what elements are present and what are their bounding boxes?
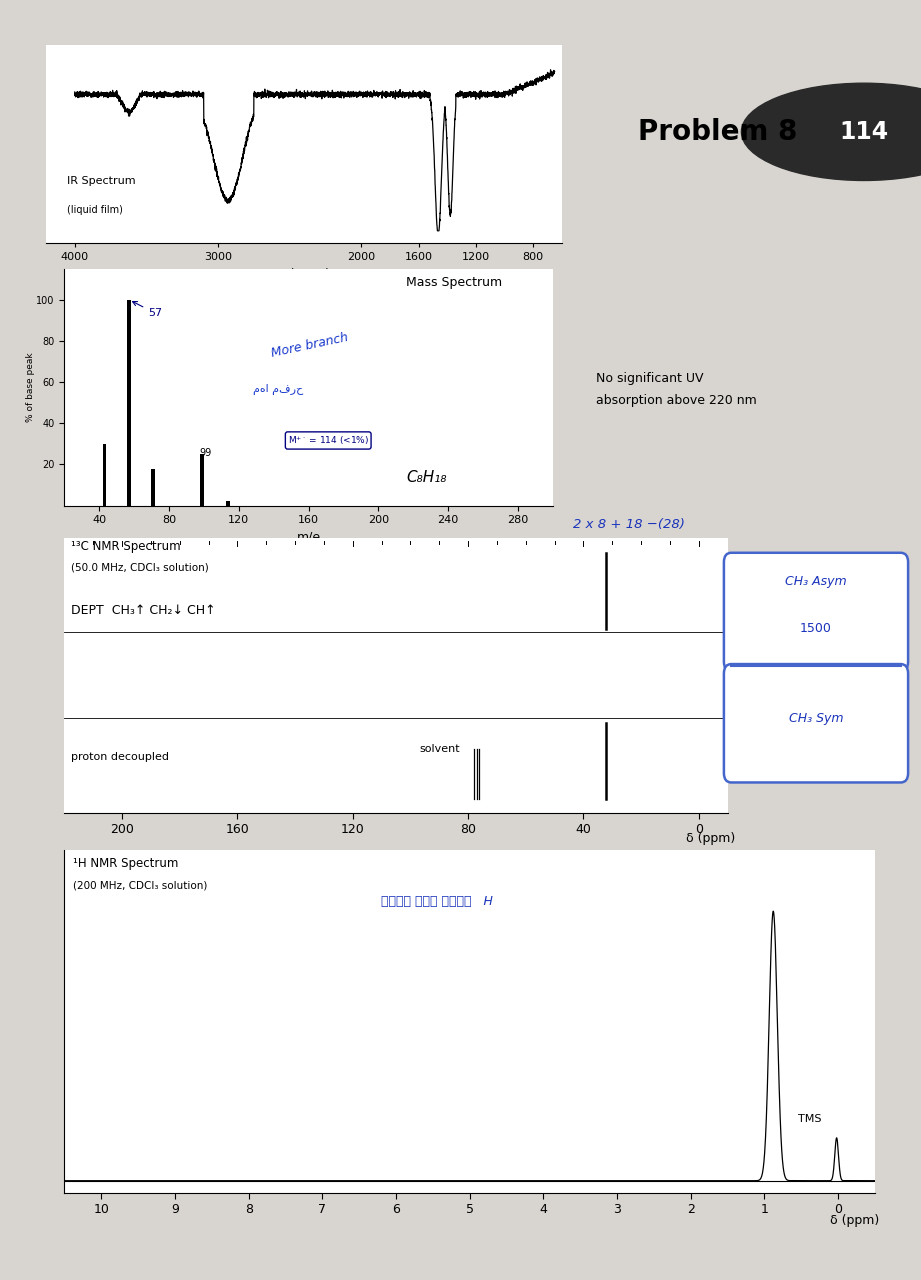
X-axis label: δ (ppm): δ (ppm): [830, 1213, 880, 1226]
Text: 16 + ² = 18/8 =: 16 + ² = 18/8 =: [573, 622, 679, 635]
X-axis label: δ (ppm): δ (ppm): [686, 832, 736, 845]
Text: 99: 99: [200, 448, 212, 458]
Y-axis label: % of base peak: % of base peak: [26, 352, 35, 422]
Text: (50.0 MHz, CDCl₃ solution): (50.0 MHz, CDCl₃ solution): [71, 562, 209, 572]
Text: (liquid film): (liquid film): [66, 205, 122, 215]
Text: IR Spectrum: IR Spectrum: [66, 175, 135, 186]
Bar: [200, 454, 204, 506]
Text: No significant UV
absorption above 220 nm: No significant UV absorption above 220 n…: [597, 371, 757, 407]
Text: C₈H₁₈: C₈H₁₈: [406, 470, 447, 485]
Text: ¹H NMR Spectrum: ¹H NMR Spectrum: [73, 856, 178, 870]
Text: مها مفرح: مها مفرح: [252, 384, 303, 396]
Text: 16+ 18 −(6): 16+ 18 −(6): [573, 570, 656, 582]
Circle shape: [741, 83, 921, 180]
Bar: [227, 502, 230, 506]
Text: proton decoupled: proton decoupled: [71, 753, 169, 763]
Text: 2 x 8 + 18 −(28): 2 x 8 + 18 −(28): [573, 518, 684, 531]
Text: M$^{+\cdot}$ = 114 (<1%): M$^{+\cdot}$ = 114 (<1%): [287, 434, 368, 447]
Text: Mass Spectrum: Mass Spectrum: [406, 276, 502, 289]
Text: Problem 8: Problem 8: [638, 118, 798, 146]
Text: واحد جيب فتظم   H: واحد جيب فتظم H: [381, 895, 494, 908]
Text: = 2×10: = 2×10: [652, 667, 704, 680]
Text: CH₃ Asym: CH₃ Asym: [786, 575, 846, 588]
Text: More branch: More branch: [270, 332, 350, 361]
Bar: [127, 300, 131, 506]
Text: CH₃ Sym: CH₃ Sym: [788, 712, 844, 724]
Bar: [102, 444, 107, 506]
FancyBboxPatch shape: [724, 553, 908, 671]
Text: 1500: 1500: [800, 622, 832, 635]
Text: 114: 114: [839, 120, 889, 143]
X-axis label: m/e: m/e: [297, 531, 321, 544]
Text: solvent: solvent: [419, 744, 460, 754]
Text: (200 MHz, CDCl₃ solution): (200 MHz, CDCl₃ solution): [73, 881, 207, 891]
X-axis label: V (cm⁻¹): V (cm⁻¹): [277, 268, 331, 280]
Text: ¹³C NMR Spectrum: ¹³C NMR Spectrum: [71, 540, 181, 553]
Text: TMS: TMS: [798, 1115, 822, 1124]
FancyBboxPatch shape: [724, 664, 908, 782]
Text: DEPT  CH₃↑ CH₂↓ CH↑: DEPT CH₃↑ CH₂↓ CH↑: [71, 604, 216, 617]
Bar: [151, 468, 156, 506]
Text: 57: 57: [133, 302, 162, 319]
